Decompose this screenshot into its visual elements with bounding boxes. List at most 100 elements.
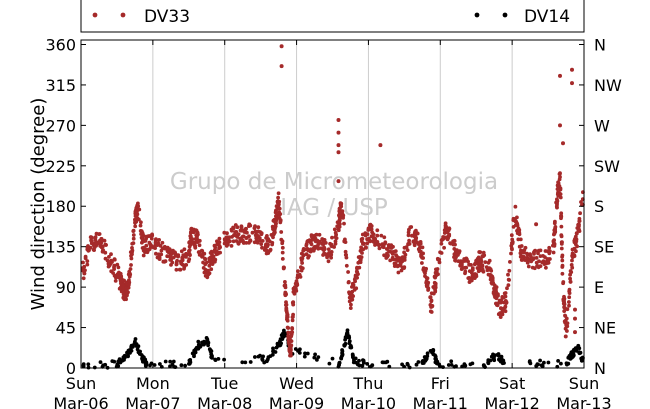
data-point (358, 249, 363, 253)
data-point (187, 257, 192, 262)
x-tick-label-date: Mar-11 (413, 394, 468, 409)
data-point (406, 363, 410, 367)
data-point (552, 221, 557, 226)
compass-tick-label: NW (594, 76, 622, 95)
data-point (502, 295, 506, 300)
data-point (212, 243, 217, 248)
data-point (280, 245, 285, 250)
data-point (563, 313, 567, 318)
data-point (153, 242, 158, 247)
data-point (517, 228, 522, 232)
data-point (131, 233, 136, 237)
data-point (433, 275, 437, 280)
legend-box (80, 0, 585, 33)
data-point (499, 306, 503, 311)
data-point (118, 279, 123, 283)
data-point (274, 210, 278, 215)
data-point (139, 229, 144, 234)
data-point (466, 259, 470, 264)
data-point (365, 237, 369, 242)
data-point (279, 64, 284, 69)
data-point (112, 257, 117, 262)
x-tick-label-day: Wed (279, 374, 314, 393)
data-point (356, 260, 361, 265)
data-point (284, 302, 289, 307)
data-point (314, 232, 319, 237)
data-point (372, 240, 376, 244)
y-tick-label: 90 (56, 278, 76, 297)
data-point (222, 230, 227, 235)
data-point (165, 254, 170, 259)
data-point (129, 343, 134, 348)
data-point (551, 250, 556, 255)
data-point (311, 248, 316, 253)
y-tick-label: 315 (45, 76, 76, 95)
y-tick-label: 135 (45, 238, 76, 257)
data-point (555, 199, 560, 204)
data-point (216, 357, 221, 361)
data-point (300, 261, 304, 265)
data-point (304, 252, 309, 257)
data-point (113, 279, 118, 283)
data-point (337, 218, 342, 223)
data-point (256, 354, 261, 359)
data-point (346, 270, 350, 274)
data-point (404, 245, 409, 250)
data-point (174, 267, 179, 272)
data-point (373, 243, 377, 247)
data-point (264, 242, 269, 247)
data-point (405, 248, 410, 253)
data-point (303, 351, 307, 356)
data-point (255, 240, 260, 245)
data-point (560, 263, 565, 268)
data-point (256, 229, 261, 234)
data-point (116, 360, 121, 365)
data-point (97, 232, 102, 236)
data-point (90, 235, 94, 240)
data-point (141, 253, 146, 258)
data-point (81, 363, 86, 368)
data-point (147, 234, 152, 238)
data-point (519, 254, 524, 258)
data-point (98, 238, 102, 243)
data-point (151, 245, 156, 250)
data-point (130, 241, 135, 246)
data-point (163, 246, 168, 251)
data-point (552, 244, 557, 248)
data-point (271, 226, 276, 231)
data-point (260, 245, 264, 250)
data-point (363, 233, 368, 238)
data-point (555, 205, 559, 210)
data-point (506, 283, 511, 287)
y-tick-label: 180 (45, 197, 76, 216)
data-point (431, 348, 436, 353)
data-point (348, 306, 353, 310)
data-point (309, 234, 314, 239)
data-point (565, 329, 569, 333)
data-point (509, 246, 514, 251)
data-point (229, 227, 234, 232)
data-point (481, 363, 486, 368)
data-point (536, 264, 541, 269)
data-point (280, 257, 285, 261)
data-point (562, 309, 567, 313)
data-point (537, 259, 541, 264)
data-point (578, 211, 582, 216)
data-point (390, 252, 395, 256)
data-point (420, 245, 425, 250)
data-point (559, 213, 563, 218)
data-point (504, 300, 509, 305)
data-point (571, 350, 575, 355)
data-point (187, 244, 192, 249)
data-point (494, 301, 499, 306)
data-point (414, 236, 419, 240)
data-point (414, 362, 419, 367)
data-point (371, 232, 376, 237)
data-point (302, 354, 307, 359)
data-point (406, 242, 410, 247)
data-point (296, 269, 300, 274)
data-point (129, 348, 134, 353)
data-point (197, 239, 202, 243)
data-point (442, 228, 447, 233)
data-point (91, 243, 96, 248)
